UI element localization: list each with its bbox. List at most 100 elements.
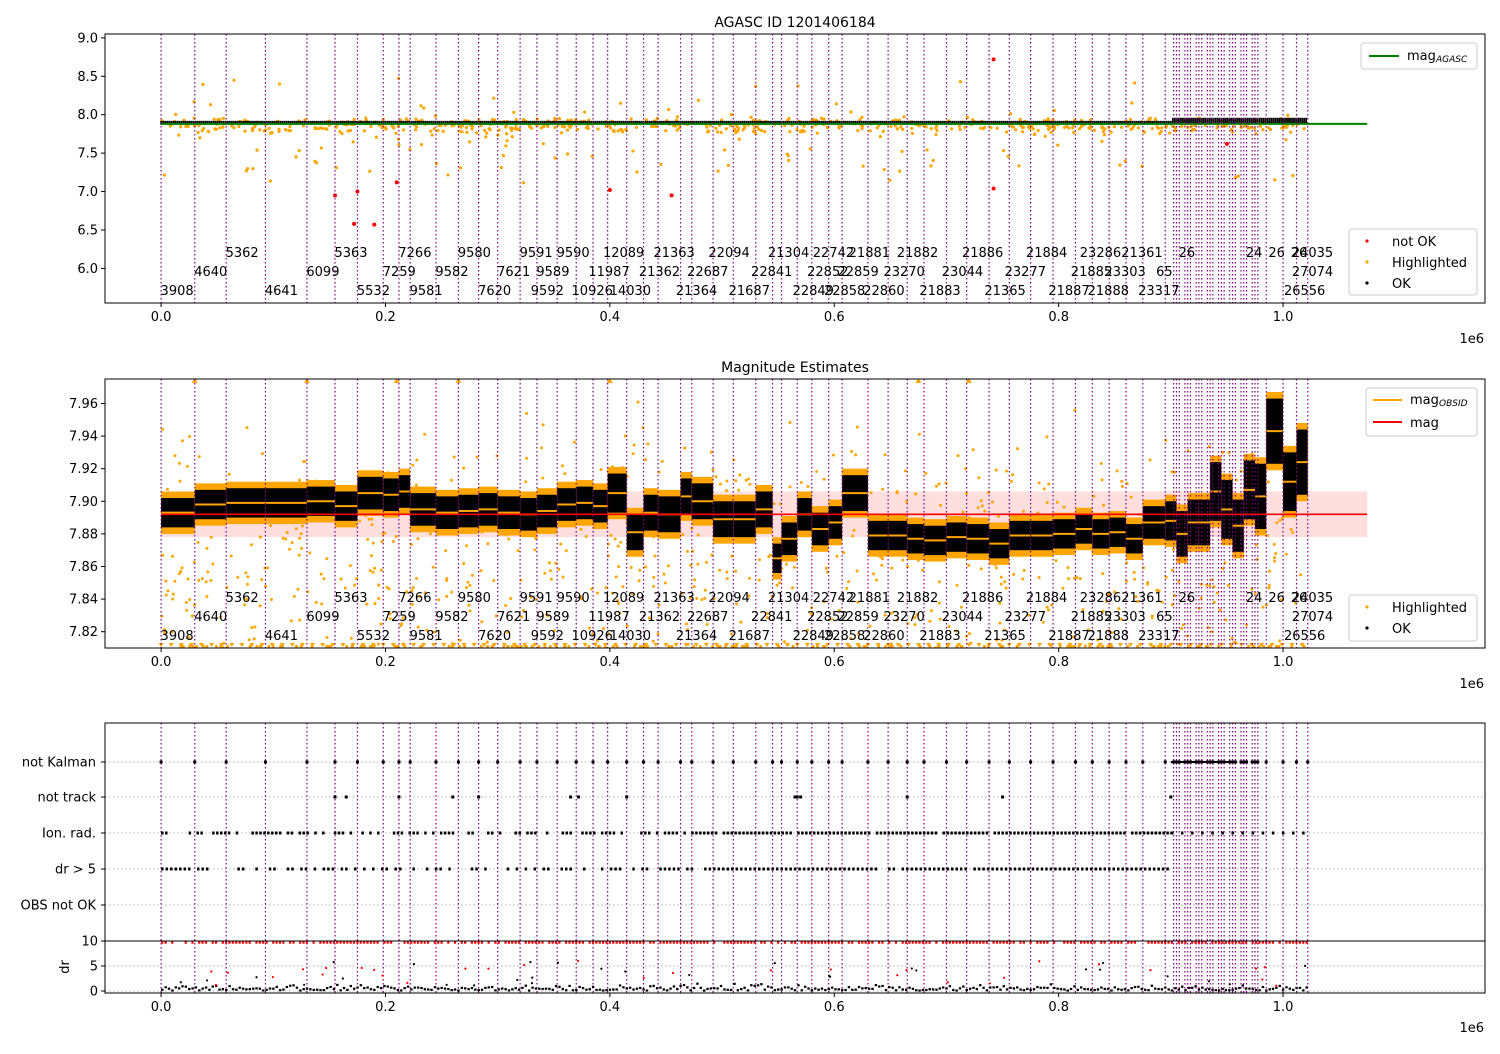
dr-not-ok-point — [1292, 941, 1295, 944]
obsid-label: 22852 — [807, 265, 848, 280]
flag-not-kalman-point — [1177, 761, 1180, 763]
highlighted-point — [1146, 582, 1150, 586]
dr-ok-point — [686, 986, 689, 989]
highlighted-point — [1136, 126, 1140, 130]
dr-not-ok-point — [703, 941, 706, 944]
flag-dr-point — [1022, 867, 1026, 871]
dr-ok-point — [672, 985, 676, 988]
flag-dr-point — [165, 867, 169, 871]
dr-not-ok-point — [679, 941, 682, 944]
dr-ok-point — [521, 986, 524, 990]
dr-scatter-point — [600, 967, 603, 970]
flag-dr-point — [609, 867, 613, 871]
highlighted-point — [348, 128, 352, 132]
highlighted-point — [524, 480, 528, 484]
flag-ion-rad-point — [1087, 831, 1091, 835]
highlighted-point — [542, 125, 546, 129]
highlighted-point — [736, 126, 741, 130]
dr-not-ok-point — [1090, 941, 1093, 944]
flag-dr-point — [439, 867, 442, 871]
highlighted-point — [173, 579, 177, 583]
dr-ok-point — [389, 986, 393, 989]
highlighted-point — [725, 577, 729, 581]
highlighted-point — [197, 578, 201, 582]
highlighted-point — [1001, 148, 1006, 153]
dr-scatter-point — [321, 973, 324, 976]
highlighted-point — [1045, 435, 1049, 439]
highlighted-point — [653, 554, 657, 558]
highlighted-point — [1088, 118, 1093, 122]
highlighted-point — [924, 125, 928, 129]
dr-not-ok-point — [1214, 941, 1217, 944]
highlighted-point — [619, 540, 623, 544]
clipped-marker-bottom — [380, 643, 386, 647]
highlighted-point — [1041, 620, 1045, 624]
dr-scatter-point — [530, 982, 534, 985]
highlighted-point — [1037, 481, 1041, 485]
highlighted-point — [740, 644, 744, 648]
flag-ion-rad-point — [958, 831, 961, 835]
flag-not-kalman-point — [1202, 761, 1205, 763]
x-tick-label: 0.4 — [600, 1000, 621, 1015]
dr-ok-point — [1285, 986, 1288, 989]
flag-ion-rad-point — [1201, 831, 1204, 835]
clipped-marker-bottom — [269, 643, 275, 647]
dr-not-ok-point — [1261, 941, 1264, 944]
dr-not-ok-point — [682, 941, 686, 944]
clipped-marker-bottom — [299, 643, 305, 647]
clipped-marker-bottom — [451, 643, 457, 647]
dr-not-ok-point — [1278, 941, 1281, 944]
flag-not-kalman-point — [1211, 761, 1214, 763]
clipped-marker-bottom — [1067, 643, 1073, 647]
highlighted-point — [184, 600, 188, 604]
flag-not-kalman-point — [679, 760, 683, 764]
dr-ok-point — [793, 989, 797, 992]
highlighted-point — [394, 131, 398, 135]
dr-ok-point — [1093, 988, 1096, 992]
dr-ok-point — [729, 988, 733, 992]
flag-dr-point — [1121, 867, 1124, 871]
dr-not-ok-point — [403, 941, 406, 944]
highlighted-point — [584, 534, 588, 538]
highlighted-point — [955, 644, 959, 648]
highlighted-point — [521, 117, 526, 122]
dr-ok-point — [928, 988, 931, 991]
dr-ok-point — [329, 985, 332, 989]
dr-not-ok-point — [235, 941, 238, 944]
highlighted-point — [805, 628, 809, 632]
dr-ok-point — [1241, 984, 1244, 987]
highlighted-point — [1224, 618, 1228, 622]
dr-not-ok-point — [908, 941, 911, 944]
highlighted-point — [935, 124, 939, 128]
highlighted-point — [429, 129, 433, 133]
highlighted-point — [644, 565, 648, 569]
highlighted-point — [981, 127, 986, 131]
highlighted-point — [177, 461, 181, 465]
highlighted-point — [763, 129, 767, 134]
flag-ion-rad-point — [789, 831, 792, 835]
dr-not-ok-point — [1221, 941, 1224, 944]
dr-ok-point — [800, 989, 804, 992]
dr-not-ok-point — [790, 941, 793, 944]
highlighted-point — [397, 143, 401, 147]
highlighted-point — [465, 544, 469, 548]
highlighted-point — [872, 572, 876, 576]
highlighted-point — [666, 107, 671, 112]
flag-ion-rad-point — [769, 831, 773, 835]
flag-not-kalman-point — [886, 760, 890, 764]
highlighted-point — [1018, 117, 1022, 122]
flag-dr-point — [304, 867, 308, 871]
highlighted-point — [1101, 609, 1105, 613]
dr-not-ok-point — [245, 941, 248, 944]
flag-ion-rad-point — [1083, 831, 1087, 835]
highlighted-point — [799, 481, 803, 485]
highlighted-point — [364, 116, 368, 120]
highlighted-point — [1100, 478, 1104, 482]
dr-ok-point — [955, 989, 958, 992]
highlighted-point — [288, 547, 292, 551]
highlighted-point — [479, 644, 483, 648]
dr-ok-point — [642, 988, 645, 991]
highlighted-point — [298, 536, 302, 540]
flag-dr-point — [614, 867, 617, 871]
highlighted-point — [325, 644, 329, 648]
